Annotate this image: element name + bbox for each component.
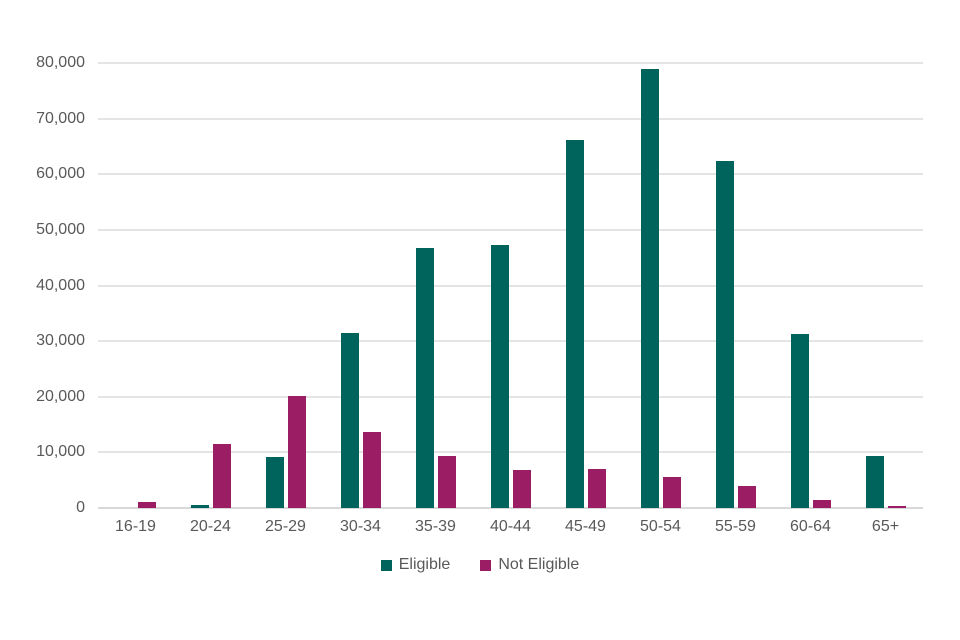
category-group-50-54 [623,63,698,508]
category-group-40-44 [473,63,548,508]
category-group-20-24 [173,63,248,508]
y-tick-label: 0 [76,499,85,516]
category-group-30-34 [323,63,398,508]
x-tick-label-20-24: 20-24 [190,518,231,535]
category-group-65+ [848,63,923,508]
gridline-70000 [98,117,923,120]
bar-not-eligible-30-34 [362,432,381,508]
bar-not-eligible-45-49 [587,469,606,508]
bar-eligible-50-54 [640,69,659,508]
y-axis: 0 10,000 20,000 30,000 40,000 50,000 60,000 70,… [0,0,88,640]
y-tick-label: 70,000 [36,109,85,127]
legend-item-not-eligible: Not Eligible [480,556,579,574]
gridline-60000 [98,173,923,176]
y-tick-label: 50,000 [36,220,85,238]
bar-not-eligible-40-44 [512,470,531,508]
x-tick-label-50-54: 50-54 [640,518,681,535]
bar-eligible-40-44 [490,245,509,508]
bar-not-eligible-60-64 [812,500,831,508]
x-tick-label-60-64: 60-64 [790,518,831,535]
x-tick-label-40-44: 40-44 [490,518,531,535]
x-tick-label-35-39: 35-39 [415,518,456,535]
category-group-45-49 [548,63,623,508]
y-tick-label: 60,000 [36,165,85,183]
x-tick-label-16-19: 16-19 [115,518,156,535]
bar-eligible-30-34 [340,333,359,508]
category-group-16-19 [98,63,173,508]
category-group-25-29 [248,63,323,508]
legend: Eligible Not Eligible [0,556,960,574]
y-tick-label: 80,000 [36,54,85,71]
bar-not-eligible-20-24 [212,444,231,508]
bar-not-eligible-55-59 [737,486,756,508]
gridline-20000 [98,395,923,398]
x-axis: 16-19 20-24 25-29 30-34 35-39 40-44 45-49 50-54… [98,518,923,536]
bar-series-container [98,63,923,508]
legend-label: Eligible [398,556,451,573]
category-group-60-64 [773,63,848,508]
category-group-55-59 [698,63,773,508]
legend-swatch-icon [480,559,492,571]
gridline-10000 [98,451,923,454]
gridline-30000 [98,340,923,343]
category-group-35-39 [398,63,473,508]
gridline-40000 [98,284,923,287]
bar-not-eligible-65+ [887,506,906,508]
bar-not-eligible-16-19 [137,502,156,508]
bar-eligible-55-59 [715,161,734,508]
bar-eligible-35-39 [415,248,434,508]
x-tick-label-55-59: 55-59 [715,518,756,535]
x-axis-line [98,507,923,509]
gridline-50000 [98,228,923,231]
bar-eligible-25-29 [265,457,284,508]
x-tick-label-25-29: 25-29 [265,518,306,535]
bar-eligible-20-24 [190,505,209,508]
bar-not-eligible-50-54 [662,477,681,508]
legend-swatch-icon [380,559,392,571]
bar-eligible-60-64 [790,334,809,508]
bar-eligible-45-49 [565,140,584,508]
y-tick-label: 30,000 [36,332,85,350]
legend-label: Not Eligible [498,556,580,573]
gridline-80000 [98,62,923,64]
y-tick-label: 10,000 [36,443,85,461]
legend-item-eligible: Eligible [380,556,451,574]
y-tick-label: 20,000 [36,387,85,405]
plot-area [98,62,923,509]
bar-eligible-65+ [865,456,884,508]
y-tick-label: 40,000 [36,276,85,294]
x-tick-label-30-34: 30-34 [340,518,381,535]
x-tick-label-65+: 65+ [871,518,900,535]
bar-not-eligible-25-29 [287,396,306,508]
bar-not-eligible-35-39 [437,456,456,508]
x-tick-label-45-49: 45-49 [565,518,606,535]
